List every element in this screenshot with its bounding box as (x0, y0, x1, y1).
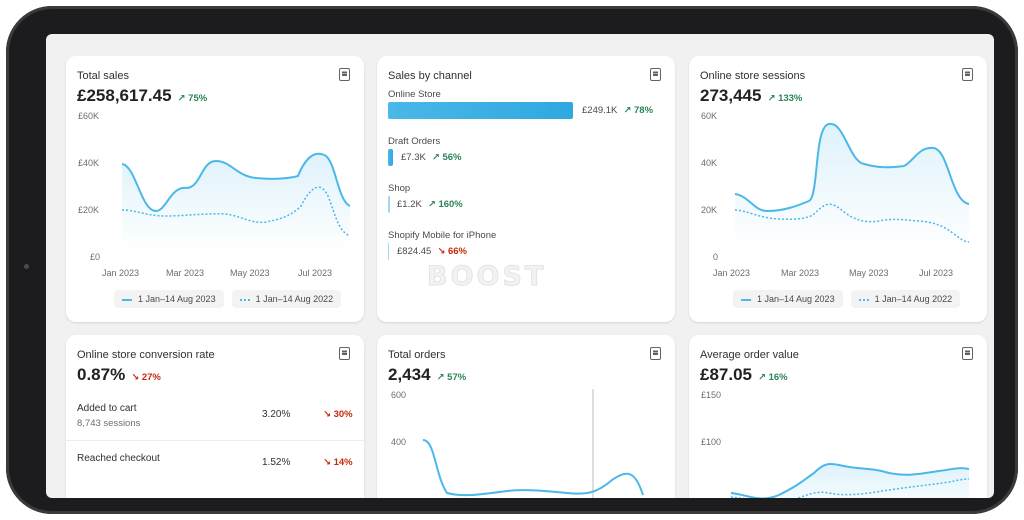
change-badge: ↗ 75% (177, 93, 208, 104)
series-2023-line (734, 122, 970, 213)
channel-bar[interactable] (388, 102, 573, 119)
sessions-line-chart: 60K 40K 20K 0 Jan 2023 Mar 2023 May 2023… (701, 111, 970, 278)
watermark-logo: BOOST (426, 261, 547, 293)
y-tick: 600 (391, 390, 406, 400)
card-title: Total sales (77, 70, 129, 82)
metric-number: 273,445 (700, 86, 762, 105)
y-tick: 0 (713, 252, 718, 262)
channel-value: £7.3K ↗ 56% (401, 152, 462, 163)
series-2023-area (122, 153, 350, 251)
chart-legend: 1 Jan–14 Aug 2023 1 Jan–14 Aug 2022 (733, 290, 968, 308)
document-icon[interactable] (962, 347, 973, 360)
card-title: Online store sessions (700, 70, 806, 82)
x-tick: Mar 2023 (166, 268, 204, 278)
y-tick: £0 (90, 252, 100, 262)
funnel-row-added-to-cart: Added to cart 8,743 sessions 3.20% ↘ 30% (66, 391, 364, 439)
x-tick: Mar 2023 (781, 268, 819, 278)
metric-number: 0.87% (77, 365, 126, 384)
funnel-rate: 1.52% (262, 457, 291, 468)
sales-line-chart: £60K £40K £20K £0 Jan 2023 Mar 2023 May … (78, 111, 351, 278)
total-orders-card[interactable]: Total orders 2,434 ↗ 57% 600 400 (377, 335, 675, 498)
funnel-sessions: 8,743 sessions (77, 418, 141, 429)
chart-legend: 1 Jan–14 Aug 2023 1 Jan–14 Aug 2022 (114, 290, 349, 308)
channel-label: Online Store (388, 89, 441, 100)
tablet-frame: Total sales £258,617.45 ↗ 75% £60K £40K £… (6, 6, 1018, 514)
orders-line (422, 439, 644, 497)
metric-value: £258,617.45 ↗ 75% (77, 86, 207, 106)
y-tick: £150 (701, 390, 721, 400)
funnel-label: Added to cart (77, 403, 137, 414)
legend-item-previous[interactable]: 1 Jan–14 Aug 2022 (850, 290, 961, 308)
document-icon[interactable] (962, 68, 973, 81)
card-title: Sales by channel (388, 70, 472, 82)
channel-value: £1.2K ↗ 160% (397, 199, 463, 210)
x-tick: Jul 2023 (298, 268, 332, 278)
channel-label: Shopify Mobile for iPhone (388, 230, 497, 241)
document-icon[interactable] (339, 68, 350, 81)
funnel-label: Reached checkout (77, 453, 160, 464)
metric-value: 273,445 ↗ 133% (700, 86, 802, 106)
analytics-dashboard: Total sales £258,617.45 ↗ 75% £60K £40K £… (46, 34, 994, 498)
series-2022-line (734, 203, 970, 243)
card-title: Total orders (388, 349, 446, 361)
channel-bar[interactable] (388, 196, 390, 213)
conversion-rate-card[interactable]: Online store conversion rate 0.87% ↘ 27% … (66, 335, 364, 498)
x-tick: Jan 2023 (713, 268, 750, 278)
document-icon[interactable] (650, 68, 661, 81)
series-2023-line (730, 463, 970, 498)
series-2023-area (735, 123, 969, 251)
funnel-change: ↘ 30% (323, 409, 353, 420)
series-2023-area (731, 464, 969, 498)
document-icon[interactable] (650, 347, 661, 360)
series-2022-line (121, 186, 351, 237)
channel-bar[interactable] (388, 149, 393, 166)
funnel-change: ↘ 14% (323, 457, 353, 468)
y-tick: £100 (701, 437, 721, 447)
camera-dot (24, 264, 29, 269)
y-tick: 60K (701, 111, 717, 121)
online-store-sessions-card[interactable]: Online store sessions 273,445 ↗ 133% 60K … (689, 56, 987, 322)
y-tick: 400 (391, 437, 406, 447)
funnel-rate: 3.20% (262, 409, 291, 420)
x-tick: May 2023 (849, 268, 889, 278)
card-title: Online store conversion rate (77, 349, 215, 361)
document-icon[interactable] (339, 347, 350, 360)
change-badge: ↘ 27% (131, 372, 161, 383)
average-order-value-card[interactable]: Average order value £87.05 ↗ 16% £150 £10… (689, 335, 987, 498)
x-tick: May 2023 (230, 268, 270, 278)
aov-line-chart: £150 £100 (701, 390, 970, 498)
series-2023-line (121, 152, 351, 213)
channel-value: £824.45 ↘ 66% (397, 246, 467, 257)
legend-item-current[interactable]: 1 Jan–14 Aug 2023 (114, 290, 224, 308)
metric-number: £87.05 (700, 365, 752, 384)
funnel-row-reached-checkout: Reached checkout 1.52% ↘ 14% (66, 440, 364, 489)
y-tick: £20K (78, 205, 99, 215)
metric-value: £87.05 ↗ 16% (700, 365, 788, 385)
y-tick: 20K (701, 205, 717, 215)
series-2022-line (730, 478, 970, 498)
channel-value: £249.1K ↗ 78% (582, 105, 654, 116)
metric-number: £258,617.45 (77, 86, 172, 105)
channel-bar[interactable] (388, 243, 389, 260)
orders-line-chart: 600 400 (391, 389, 644, 498)
change-badge: ↗ 16% (758, 372, 788, 383)
sales-by-channel-card[interactable]: Sales by channel Online Store £249.1K ↗ 7… (377, 56, 675, 322)
change-badge: ↗ 133% (767, 93, 803, 104)
channel-label: Draft Orders (388, 136, 441, 147)
metric-value: 0.87% ↘ 27% (77, 365, 161, 385)
card-title: Average order value (700, 349, 799, 361)
x-tick: Jan 2023 (102, 268, 139, 278)
legend-item-current[interactable]: 1 Jan–14 Aug 2023 (733, 290, 843, 308)
total-sales-card[interactable]: Total sales £258,617.45 ↗ 75% £60K £40K £… (66, 56, 364, 322)
y-tick: £40K (78, 158, 99, 168)
change-badge: ↗ 57% (436, 372, 467, 383)
metric-value: 2,434 ↗ 57% (388, 365, 466, 385)
channel-label: Shop (388, 183, 411, 194)
metric-number: 2,434 (388, 365, 431, 384)
y-tick: 40K (701, 158, 717, 168)
legend-item-previous[interactable]: 1 Jan–14 Aug 2022 (231, 290, 342, 308)
y-tick: £60K (78, 111, 99, 121)
x-tick: Jul 2023 (919, 268, 953, 278)
